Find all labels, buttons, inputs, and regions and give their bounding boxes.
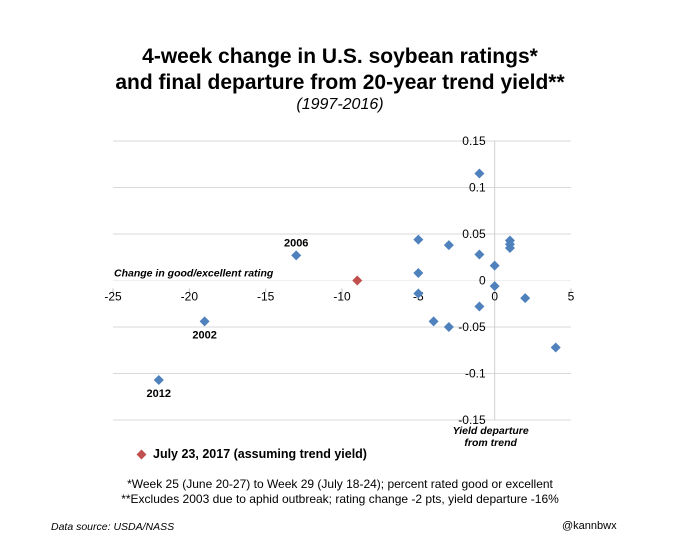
y-tick-label: -0.1 bbox=[465, 367, 486, 381]
y-tick-label: 0.05 bbox=[462, 227, 486, 241]
data-point-2017 bbox=[352, 275, 363, 286]
data-label: 2006 bbox=[284, 237, 308, 249]
y-tick-label: 0.15 bbox=[462, 134, 486, 148]
data-point bbox=[443, 322, 454, 332]
y-axis-title: Yield departure bbox=[453, 425, 529, 437]
chart-title-line2: and final departure from 20-year trend y… bbox=[115, 71, 565, 94]
x-tick-label: -15 bbox=[257, 290, 275, 304]
legend: July 23, 2017 (assuming trend yield) bbox=[136, 447, 367, 461]
x-axis-title: Change in good/excellent rating bbox=[114, 268, 274, 280]
data-label: 2002 bbox=[192, 329, 216, 341]
chart-title: 4-week change in U.S. soybean ratings* bbox=[142, 45, 538, 68]
y-tick-label: 0.1 bbox=[469, 181, 486, 195]
legend-label-2017: July 23, 2017 (assuming trend yield) bbox=[153, 447, 367, 461]
data-point bbox=[474, 249, 485, 260]
data-point bbox=[520, 293, 531, 304]
footnote-1: *Week 25 (June 20-27) to Week 29 (July 1… bbox=[127, 477, 553, 491]
x-tick-label: -20 bbox=[181, 290, 199, 304]
data-point bbox=[474, 301, 485, 312]
data-point bbox=[428, 316, 439, 327]
y-axis-title-line2: from trend bbox=[464, 437, 517, 449]
author-handle: @kannbwx bbox=[562, 520, 617, 532]
data-point bbox=[413, 234, 424, 245]
x-tick-label: 0 bbox=[491, 290, 498, 304]
data-point bbox=[199, 316, 210, 327]
data-point bbox=[474, 168, 485, 179]
x-tick-label: 5 bbox=[568, 290, 575, 304]
y-tick-label: -0.15 bbox=[458, 413, 486, 427]
data-point bbox=[413, 288, 424, 299]
y-tick-label: -0.05 bbox=[458, 320, 486, 334]
footnote-2: **Excludes 2003 due to aphid outbreak; r… bbox=[121, 492, 559, 506]
data-label: 2012 bbox=[147, 388, 171, 400]
data-point bbox=[550, 342, 561, 353]
chart-subtitle: (1997-2016) bbox=[296, 96, 384, 113]
data-point bbox=[489, 260, 500, 271]
x-tick-label: -10 bbox=[333, 290, 351, 304]
data-point bbox=[153, 375, 164, 386]
x-tick-label: -25 bbox=[104, 290, 122, 304]
data-point bbox=[413, 268, 424, 279]
data-point bbox=[443, 240, 454, 251]
data-point bbox=[291, 250, 302, 261]
legend-marker-2017 bbox=[136, 449, 147, 459]
data-source: Data source: USDA/NASS bbox=[51, 521, 175, 533]
y-tick-label: 0 bbox=[479, 274, 486, 288]
data-point bbox=[504, 242, 515, 253]
data-point bbox=[489, 281, 500, 292]
